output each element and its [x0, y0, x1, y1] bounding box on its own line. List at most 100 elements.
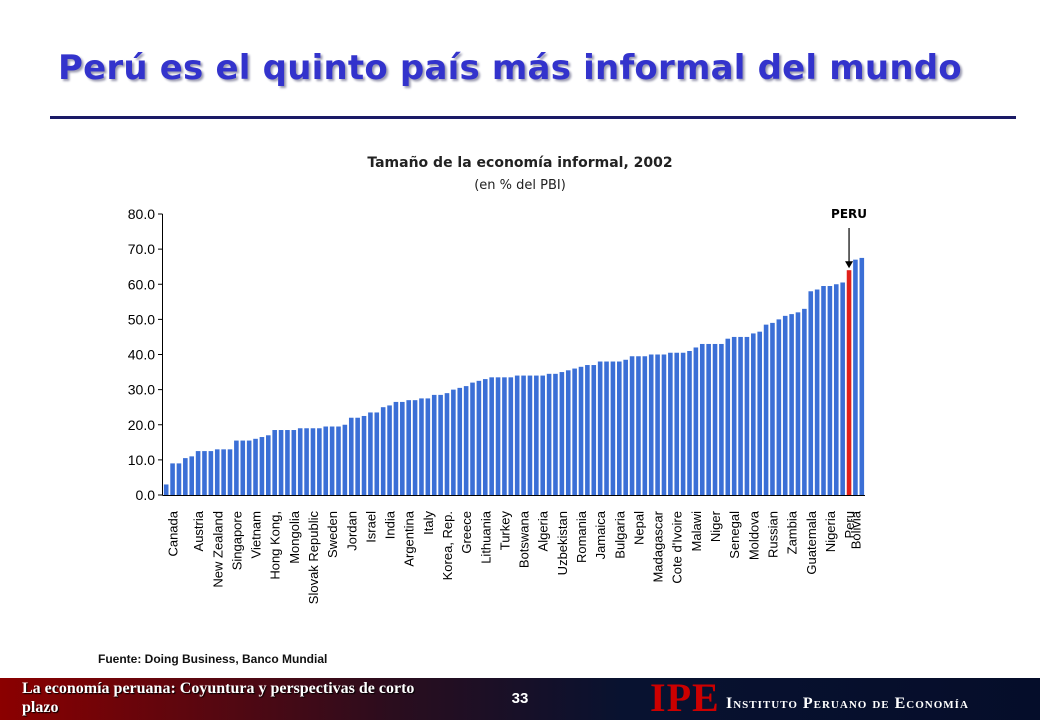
- x-tick-label: Italy: [421, 511, 436, 535]
- bar: [559, 372, 565, 495]
- bar: [502, 377, 507, 495]
- x-tick-label: Algeria: [536, 510, 551, 551]
- ipe-logo: IPE: [650, 675, 720, 720]
- bar: [361, 415, 367, 495]
- axes-layer: 0.0 10.0 20.0 30.0 40.0 50.0 60.0 70.0 80.0: [128, 206, 865, 503]
- bar: [221, 449, 226, 495]
- y-tick-label: 80.0: [128, 206, 155, 222]
- bar: [833, 284, 839, 495]
- bar: [648, 354, 654, 495]
- y-tick-label: 70.0: [128, 241, 155, 257]
- bar: [534, 375, 539, 495]
- x-tick-label: Peru: [842, 511, 857, 538]
- bar: [400, 401, 405, 495]
- x-tick-label: Bolivia: [848, 510, 863, 549]
- bar: [527, 375, 533, 495]
- bar: [712, 343, 718, 495]
- x-tick-label: Madagascar: [651, 510, 666, 582]
- bar: [802, 308, 807, 495]
- y-tick-label: 0.0: [136, 487, 156, 503]
- bar: [617, 361, 622, 495]
- y-tick-label: 40.0: [128, 347, 155, 363]
- bar: [470, 382, 475, 495]
- bar: [304, 428, 309, 495]
- x-tick-label: Austria: [191, 510, 206, 551]
- x-tick-label: Vietnam: [249, 511, 264, 558]
- bar: [636, 356, 641, 495]
- x-tick-label: Canada: [166, 510, 181, 556]
- bar: [604, 361, 609, 495]
- bar: [253, 438, 258, 495]
- bar: [776, 319, 782, 496]
- bar: [214, 449, 220, 495]
- x-tick-label: Singapore: [229, 511, 244, 570]
- bar: [508, 377, 514, 495]
- bar: [348, 417, 354, 495]
- bar: [540, 375, 546, 495]
- x-tick-label: Zambia: [785, 510, 800, 554]
- x-tick-label: Argentina: [402, 510, 417, 566]
- annotation-layer: PERU: [831, 207, 867, 269]
- x-tick-label: Bulgaria: [612, 510, 627, 558]
- x-tick-label: Slovak Republic: [306, 511, 321, 605]
- x-tick-label: Lithuania: [478, 510, 493, 564]
- bar: [674, 352, 680, 495]
- slide-title: Perú es el quinto país más informal del …: [58, 48, 962, 88]
- bar: [170, 463, 175, 495]
- footer-presentation-title: La economía peruana: Coyuntura y perspec…: [22, 680, 415, 716]
- peru-arrow-head: [845, 261, 854, 269]
- bar: [195, 451, 201, 495]
- bar: [655, 354, 660, 495]
- bar: [246, 440, 252, 495]
- x-tick-label: Greece: [459, 511, 474, 554]
- bar: [725, 338, 731, 495]
- bar: [840, 282, 845, 495]
- bar: [463, 386, 469, 495]
- bar: [431, 394, 437, 495]
- y-tick-label: 50.0: [128, 311, 155, 327]
- x-tick-label: Malawi: [689, 511, 704, 552]
- bar: [336, 426, 341, 495]
- bar: [482, 379, 488, 495]
- bar: [310, 428, 316, 495]
- bar: [789, 314, 794, 495]
- bar: [661, 354, 667, 495]
- bar: [208, 451, 214, 495]
- bar: [770, 322, 775, 495]
- informal-economy-bar-chart: 0.0 10.0 20.0 30.0 40.0 50.0 60.0 70.0 80.0 Cana…: [128, 206, 867, 605]
- bar: [329, 426, 335, 495]
- bar: [412, 400, 418, 495]
- peru-annotation-label: PERU: [831, 207, 867, 221]
- bar: [368, 412, 373, 495]
- bar: [323, 426, 329, 495]
- bar: [597, 361, 603, 495]
- bar: [782, 315, 788, 495]
- bar: [680, 352, 686, 495]
- x-tick-label: Hong Kong,: [268, 511, 283, 580]
- bar: [546, 373, 552, 495]
- bar: [553, 373, 558, 495]
- y-tick-label: 10.0: [128, 452, 155, 468]
- bar: [853, 259, 858, 495]
- bar: [687, 350, 692, 495]
- bar: [591, 365, 597, 495]
- x-tick-label: Moldova: [746, 510, 761, 560]
- x-tick-label: Guatemala: [804, 510, 819, 574]
- bar: [234, 440, 239, 495]
- page-number: 33: [511, 690, 529, 707]
- bar: [259, 437, 265, 495]
- x-tick-label: Israel: [363, 511, 378, 543]
- bar: [272, 430, 277, 495]
- source-note: Fuente: Doing Business, Banco Mundial: [98, 652, 328, 666]
- bar: [202, 451, 207, 495]
- bar: [451, 389, 456, 496]
- x-tick-label: Jamaica: [593, 510, 608, 559]
- x-tick-label: Nepal: [631, 511, 646, 545]
- bar: [610, 361, 616, 495]
- x-tick-label: Jordan: [344, 511, 359, 551]
- bar: [763, 324, 769, 495]
- bar: [495, 377, 501, 495]
- bar: [827, 286, 833, 495]
- y-tick-label: 60.0: [128, 276, 155, 292]
- bar: [578, 366, 584, 495]
